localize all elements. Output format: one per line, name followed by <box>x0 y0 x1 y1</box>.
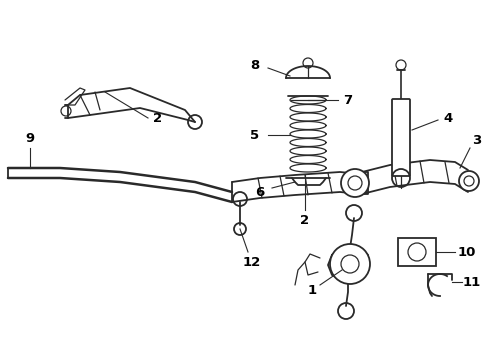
Text: 12: 12 <box>243 256 261 269</box>
Text: 2: 2 <box>153 112 163 125</box>
Circle shape <box>341 169 369 197</box>
Text: 9: 9 <box>25 131 35 144</box>
Text: 10: 10 <box>458 246 476 258</box>
Circle shape <box>459 171 479 191</box>
Text: 7: 7 <box>343 94 353 107</box>
FancyBboxPatch shape <box>392 99 410 176</box>
Text: 11: 11 <box>463 275 481 288</box>
Text: 2: 2 <box>300 213 310 226</box>
Circle shape <box>330 244 370 284</box>
Text: 1: 1 <box>307 284 317 297</box>
Text: 4: 4 <box>443 112 453 125</box>
Bar <box>398 238 436 266</box>
Circle shape <box>408 243 426 261</box>
Text: 5: 5 <box>250 129 260 141</box>
Text: 8: 8 <box>250 59 260 72</box>
Text: 6: 6 <box>255 185 265 198</box>
Text: 3: 3 <box>472 134 482 147</box>
